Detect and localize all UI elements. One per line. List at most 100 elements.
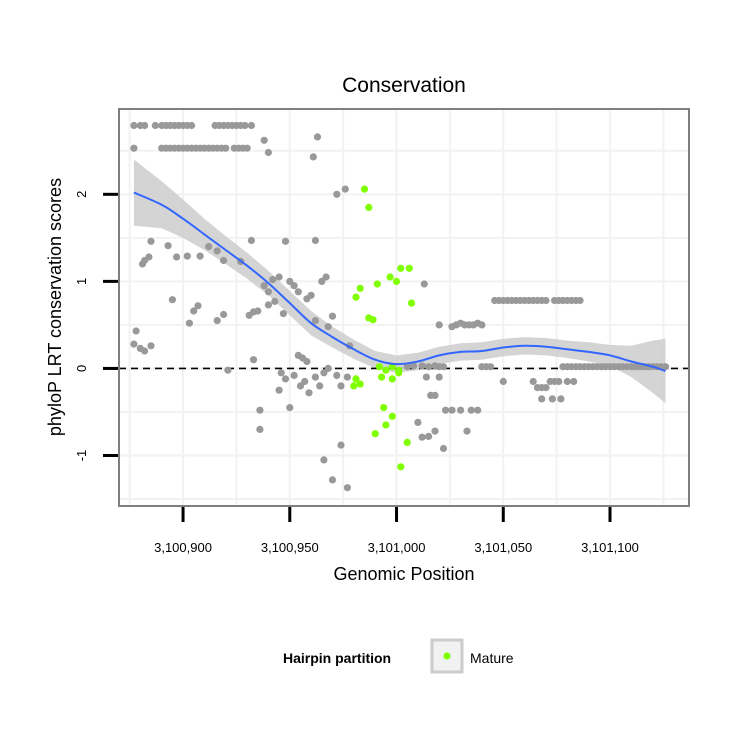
point-mature [380,404,388,412]
point-other [486,363,495,371]
point-other [425,363,433,371]
point-other [414,418,422,426]
point-other [141,121,149,130]
point-other [333,190,341,198]
point-mature [375,363,383,371]
x-axis-title: Genomic Position [333,564,474,584]
point-other [247,236,255,245]
point-other [320,456,328,464]
point-other [264,148,272,157]
point-mature [352,375,360,383]
point-other [185,319,193,327]
point-other [286,404,294,412]
point-other [247,121,255,130]
point-other [301,377,309,386]
point-other [275,273,283,281]
point-other [529,377,537,386]
point-other [463,427,471,435]
point-other [220,256,228,265]
point-mature [365,203,373,211]
points-other-series [130,121,670,492]
point-other [147,237,155,245]
y-axis: -1 0 1 2 [74,191,118,461]
point-other [130,340,138,348]
point-other [309,153,317,161]
point-other [264,301,272,309]
point-other [303,357,311,366]
point-other [431,427,439,435]
point-other [313,133,322,141]
point-other [542,384,550,392]
point-mature [371,430,379,438]
point-other [173,253,181,261]
point-mature [407,299,416,307]
point-other [281,375,290,383]
point-other [164,242,172,250]
point-other [425,432,433,440]
x-tick-label: 3,100,950 [261,540,319,555]
point-other [243,144,251,152]
legend-title: Hairpin partition [283,650,391,666]
point-other [241,121,249,130]
point-other [542,296,550,305]
point-mature [382,421,390,429]
point-mature [369,316,377,324]
point-other [410,362,418,370]
point-other [343,373,351,381]
point-other [147,342,155,350]
point-other [439,363,448,371]
point-other [224,366,232,374]
point-other [260,282,268,290]
point-other [474,406,482,414]
point-mature [403,438,411,446]
point-other [343,484,351,492]
point-other [422,373,430,381]
point-other [318,277,326,285]
point-other [661,363,670,371]
point-other [467,406,475,414]
point-other [307,291,315,299]
legend-key-mature [443,652,451,660]
point-mature [397,264,405,272]
y-tick-label: 0 [74,365,89,372]
point-other [337,441,345,449]
point-other [311,236,319,245]
confidence-band [133,159,666,404]
point-mature [395,369,403,377]
point-mature [397,463,405,471]
point-other [311,317,319,325]
point-other [260,136,268,144]
point-other [254,307,262,315]
y-axis-title: phyloP LRT conservation scores [45,178,65,436]
point-other [275,386,283,394]
point-other [249,356,258,364]
point-other [269,276,277,284]
y-tick-label: 1 [74,278,89,285]
point-mature [386,273,394,281]
point-other [256,425,264,433]
point-mature [350,382,358,390]
point-other [457,406,465,414]
point-other [324,364,332,372]
point-other [322,273,330,281]
confidence-band-layer [133,159,666,404]
point-other [420,280,428,288]
point-other [213,317,221,325]
x-tick-label: 3,101,100 [581,540,639,555]
point-other [256,406,264,414]
point-other [264,288,272,296]
point-other [435,321,443,329]
point-other [403,363,411,371]
points-mature-series [350,185,416,471]
point-other [328,476,337,484]
point-other [151,121,159,130]
point-mature [378,373,386,381]
point-other [194,302,202,310]
point-other [168,296,176,304]
point-other [205,243,213,251]
point-other [290,282,298,290]
point-mature [388,412,396,420]
point-other [341,185,349,193]
x-tick-label: 3,101,050 [474,540,532,555]
point-other [435,373,443,381]
